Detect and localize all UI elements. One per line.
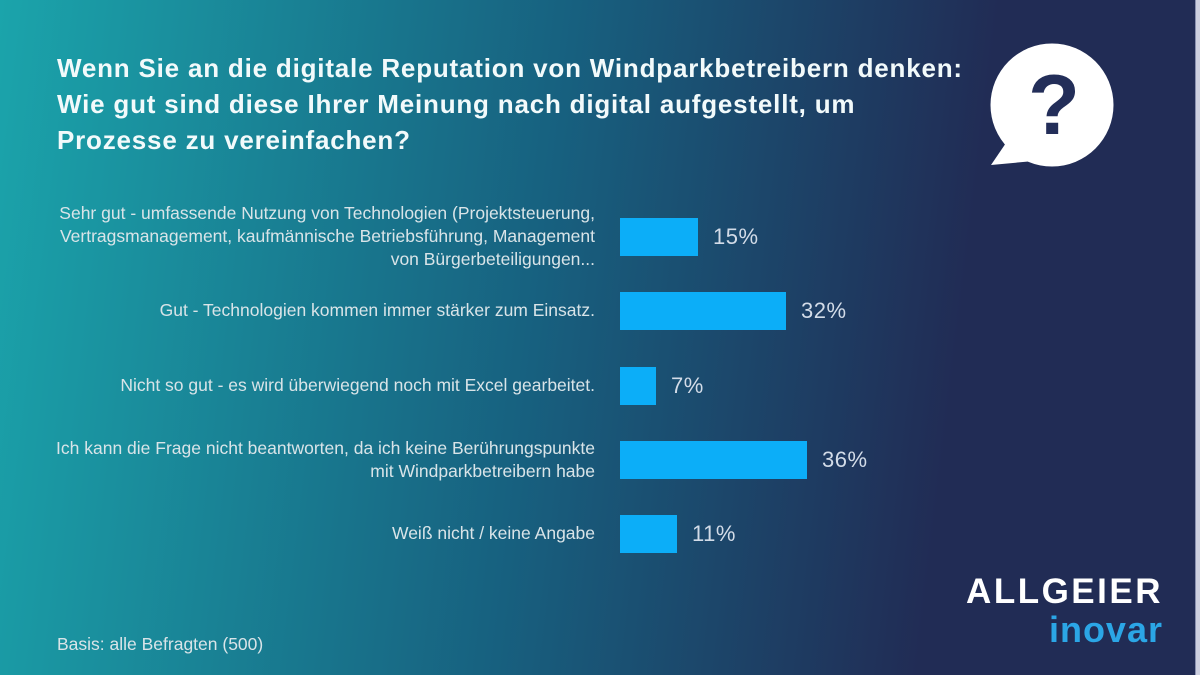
chart-row: Gut - Technologien kommen immer stärker …: [50, 273, 1150, 348]
value-label: 36%: [822, 446, 868, 472]
bar: [620, 291, 786, 330]
value-label: 11%: [692, 520, 736, 546]
category-label: Sehr gut - umfassende Nutzung von Techno…: [59, 203, 595, 269]
chart-row: Nicht so gut - es wird überwiegend noch …: [50, 348, 1150, 423]
bar: [620, 514, 677, 553]
bar: [620, 366, 656, 405]
bar: [620, 440, 807, 479]
category-label: Ich kann die Frage nicht beantworten, da…: [56, 437, 595, 481]
logo-allgeier: ALLGEIER: [966, 572, 1163, 611]
value-label: 7%: [671, 372, 704, 398]
bar-chart: Sehr gut - umfassende Nutzung von Techno…: [50, 0, 1160, 675]
chart-row: Weiß nicht / keine Angabe 11%: [50, 496, 1150, 571]
category-label: Weiß nicht / keine Angabe: [392, 523, 595, 543]
chart-row: Sehr gut - umfassende Nutzung von Techno…: [50, 199, 1150, 274]
chart-row: Ich kann die Frage nicht beantworten, da…: [50, 422, 1150, 497]
right-edge-scrollbar: [1195, 0, 1200, 675]
category-label: Nicht so gut - es wird überwiegend noch …: [120, 375, 595, 395]
category-label: Gut - Technologien kommen immer stärker …: [159, 300, 595, 320]
question-mark-glyph: ?: [1028, 58, 1080, 153]
question-title: Wenn Sie an die digitale Reputation von …: [57, 53, 963, 155]
logo-inovar: inovar: [1048, 609, 1163, 650]
question-bubble-icon: ?: [990, 43, 1114, 167]
value-label: 15%: [713, 223, 759, 249]
logo: ALLGEIER inovar: [966, 574, 1163, 648]
value-label: 32%: [801, 297, 847, 323]
basis-note: Basis: alle Befragten (500): [57, 634, 264, 654]
bar: [620, 217, 698, 256]
speech-bubble-shape: [990, 43, 1114, 167]
